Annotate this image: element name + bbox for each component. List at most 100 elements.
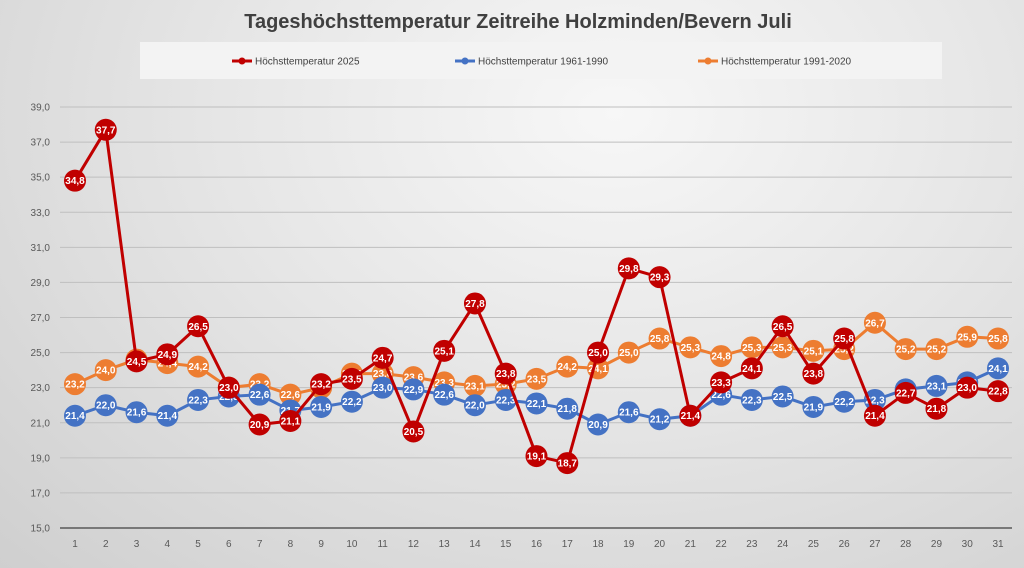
data-point <box>371 346 394 369</box>
data-point <box>863 404 886 427</box>
data-point <box>64 373 86 396</box>
data-point <box>710 345 733 368</box>
data-label: 22,3 <box>188 395 208 406</box>
data-point <box>863 311 886 334</box>
data-point <box>125 350 148 373</box>
data-label: 23,3 <box>711 378 731 389</box>
data-label: 21,2 <box>650 415 670 426</box>
y-tick-label: 37,0 <box>31 138 51 149</box>
x-tick-label: 5 <box>195 539 201 550</box>
data-label: 21,4 <box>681 411 701 422</box>
x-tick-label: 30 <box>962 539 974 550</box>
data-label: 24,2 <box>188 362 208 373</box>
data-label: 22,0 <box>96 401 116 412</box>
data-point <box>740 336 763 359</box>
data-label: 21,8 <box>558 404 578 415</box>
data-point <box>463 292 486 315</box>
x-tick-label: 10 <box>346 539 358 550</box>
data-point <box>679 336 702 359</box>
data-point <box>525 367 548 390</box>
data-point <box>987 357 1009 380</box>
data-point <box>340 367 363 390</box>
data-label: 24,1 <box>742 364 762 375</box>
y-axis: 15,0 17,0 19,0 21,0 23,0 25,0 27,0 29,0 31,0 33,0… <box>31 103 51 535</box>
data-label: 25,3 <box>742 343 762 354</box>
data-label: 25,0 <box>619 348 639 359</box>
data-label: 21,9 <box>804 402 824 413</box>
data-label: 23,2 <box>65 380 85 391</box>
data-label: 25,3 <box>773 343 793 354</box>
data-point <box>248 413 271 436</box>
data-label: 23,1 <box>465 381 485 392</box>
data-label: 24,1 <box>988 364 1008 375</box>
data-point <box>64 169 86 192</box>
x-tick-label: 29 <box>931 539 943 550</box>
chart-title: Tageshöchsttemperatur Zeitreihe Holzmind… <box>244 11 792 33</box>
data-point <box>556 397 579 420</box>
data-label: 25,8 <box>650 334 670 345</box>
data-point <box>956 376 979 399</box>
data-point <box>94 359 117 382</box>
data-point <box>648 327 671 350</box>
data-label: 29,3 <box>650 273 670 284</box>
data-label: 21,9 <box>311 402 331 413</box>
data-label: 22,6 <box>711 390 731 401</box>
data-point <box>187 315 210 338</box>
data-point <box>802 362 825 385</box>
y-tick-label: 23,0 <box>31 383 51 394</box>
x-tick-label: 28 <box>900 539 912 550</box>
data-point <box>925 374 948 397</box>
y-tick-label: 17,0 <box>31 488 51 499</box>
data-label: 21,6 <box>127 408 147 419</box>
data-label: 25,2 <box>834 345 854 356</box>
data-point <box>525 392 548 415</box>
data-label: 23,0 <box>219 383 239 394</box>
data-label: 27,8 <box>465 299 485 310</box>
data-point <box>64 404 86 427</box>
y-tick-label: 19,0 <box>31 453 51 464</box>
data-point <box>740 388 763 411</box>
data-label: 22,9 <box>404 385 424 396</box>
data-label: 24,0 <box>96 366 116 377</box>
data-point <box>710 371 733 394</box>
data-label: 21,1 <box>281 416 301 427</box>
data-label: 23,0 <box>957 383 977 394</box>
data-label: 20,5 <box>404 427 424 438</box>
data-label: 21,4 <box>65 411 85 422</box>
x-tick-label: 19 <box>623 539 635 550</box>
data-label: 23,8 <box>496 369 516 380</box>
x-tick-label: 8 <box>288 539 294 550</box>
x-tick-label: 17 <box>562 539 574 550</box>
data-label: 25,3 <box>681 343 701 354</box>
data-point <box>156 404 179 427</box>
data-label: 22,3 <box>865 395 885 406</box>
data-label: 25,9 <box>957 332 977 343</box>
data-point <box>648 266 671 289</box>
x-tick-label: 4 <box>165 539 171 550</box>
data-point <box>956 325 979 348</box>
y-tick-label: 27,0 <box>31 313 51 324</box>
data-point <box>771 336 794 359</box>
data-label: 22,6 <box>250 390 270 401</box>
y-tick-label: 15,0 <box>31 524 51 535</box>
data-label: 22,6 <box>434 390 454 401</box>
legend-item: Höchsttemperatur 2025 <box>232 57 360 68</box>
legend-item: Höchsttemperatur 1961-1990 <box>455 57 609 68</box>
data-point <box>587 341 610 364</box>
data-label: 21,8 <box>927 404 947 415</box>
data-label: 22,3 <box>742 395 762 406</box>
data-point <box>894 338 917 361</box>
data-label: 23,8 <box>804 369 824 380</box>
legend-swatch-marker <box>704 57 712 65</box>
data-label: 25,8 <box>988 334 1008 345</box>
data-label: 24,8 <box>711 352 731 363</box>
data-label: 22,1 <box>527 399 547 410</box>
data-point <box>340 390 363 413</box>
data-point <box>802 395 825 418</box>
data-label: 21,4 <box>865 411 885 422</box>
data-point <box>925 338 948 361</box>
data-point <box>371 376 394 399</box>
x-tick-label: 11 <box>377 539 388 550</box>
data-label: 22,0 <box>465 401 485 412</box>
data-point <box>463 394 486 417</box>
